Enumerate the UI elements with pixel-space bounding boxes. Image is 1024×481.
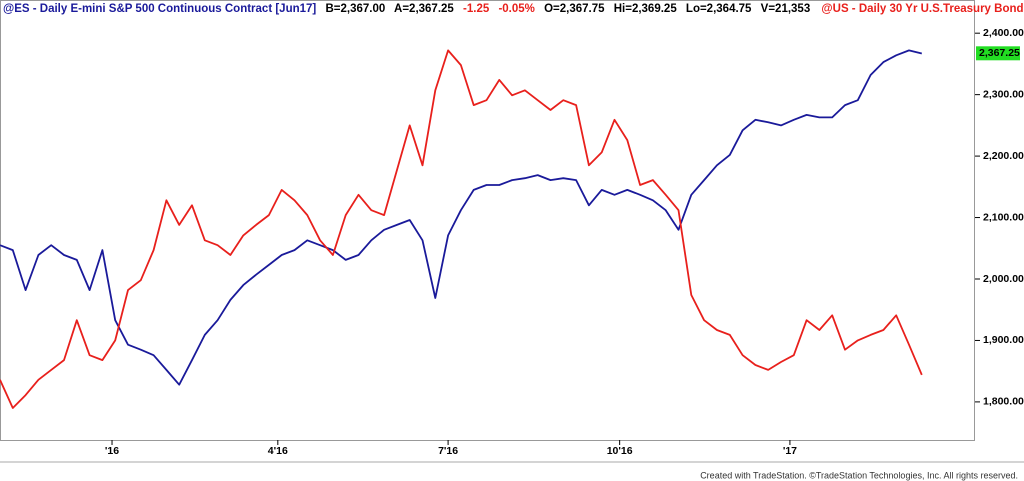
x-tick-label: '17 [783,445,797,457]
series-line [0,49,923,386]
y-tick-label: 2,200.00 [983,150,1024,162]
y-tick-label: 2,300.00 [983,88,1024,100]
plot-frame [0,0,975,441]
high: Hi=2,369.25 [614,3,678,15]
y-tick-label: 2,100.00 [983,211,1024,223]
x-tick-label: 4'16 [268,445,288,457]
y-tick-label: 2,000.00 [983,273,1024,285]
volume: V=21,353 [761,3,811,15]
es-title: @ES - Daily E-mini S&P 500 Continuous Co… [3,3,316,15]
y-tick-label: 2,400.00 [983,27,1024,39]
bid: B=2,367.00 [325,3,385,15]
open: O=2,367.75 [544,3,605,15]
last-price-label: 2,367.25 [979,47,1020,59]
y-tick-label: 1,900.00 [983,334,1024,346]
last-price-badge [976,46,1020,61]
low: Lo=2,364.75 [686,3,752,15]
change: -1.25 [463,3,490,15]
us-title: @US - Daily 30 Yr U.S.Treasury Bonds Con… [821,3,1024,15]
chart-header: @ES - Daily E-mini S&P 500 Continuous Co… [3,3,1024,15]
y-tick-label: 1,800.00 [983,396,1024,408]
ask: A=2,367.25 [394,3,454,15]
x-tick-label: 7'16 [438,445,458,457]
series-line [0,49,923,409]
change-pct: -0.05% [498,3,534,15]
x-tick-label: '16 [105,445,119,457]
footer: Created with TradeStation. ©TradeStation… [700,470,1018,480]
x-tick-label: 10'16 [607,445,633,457]
